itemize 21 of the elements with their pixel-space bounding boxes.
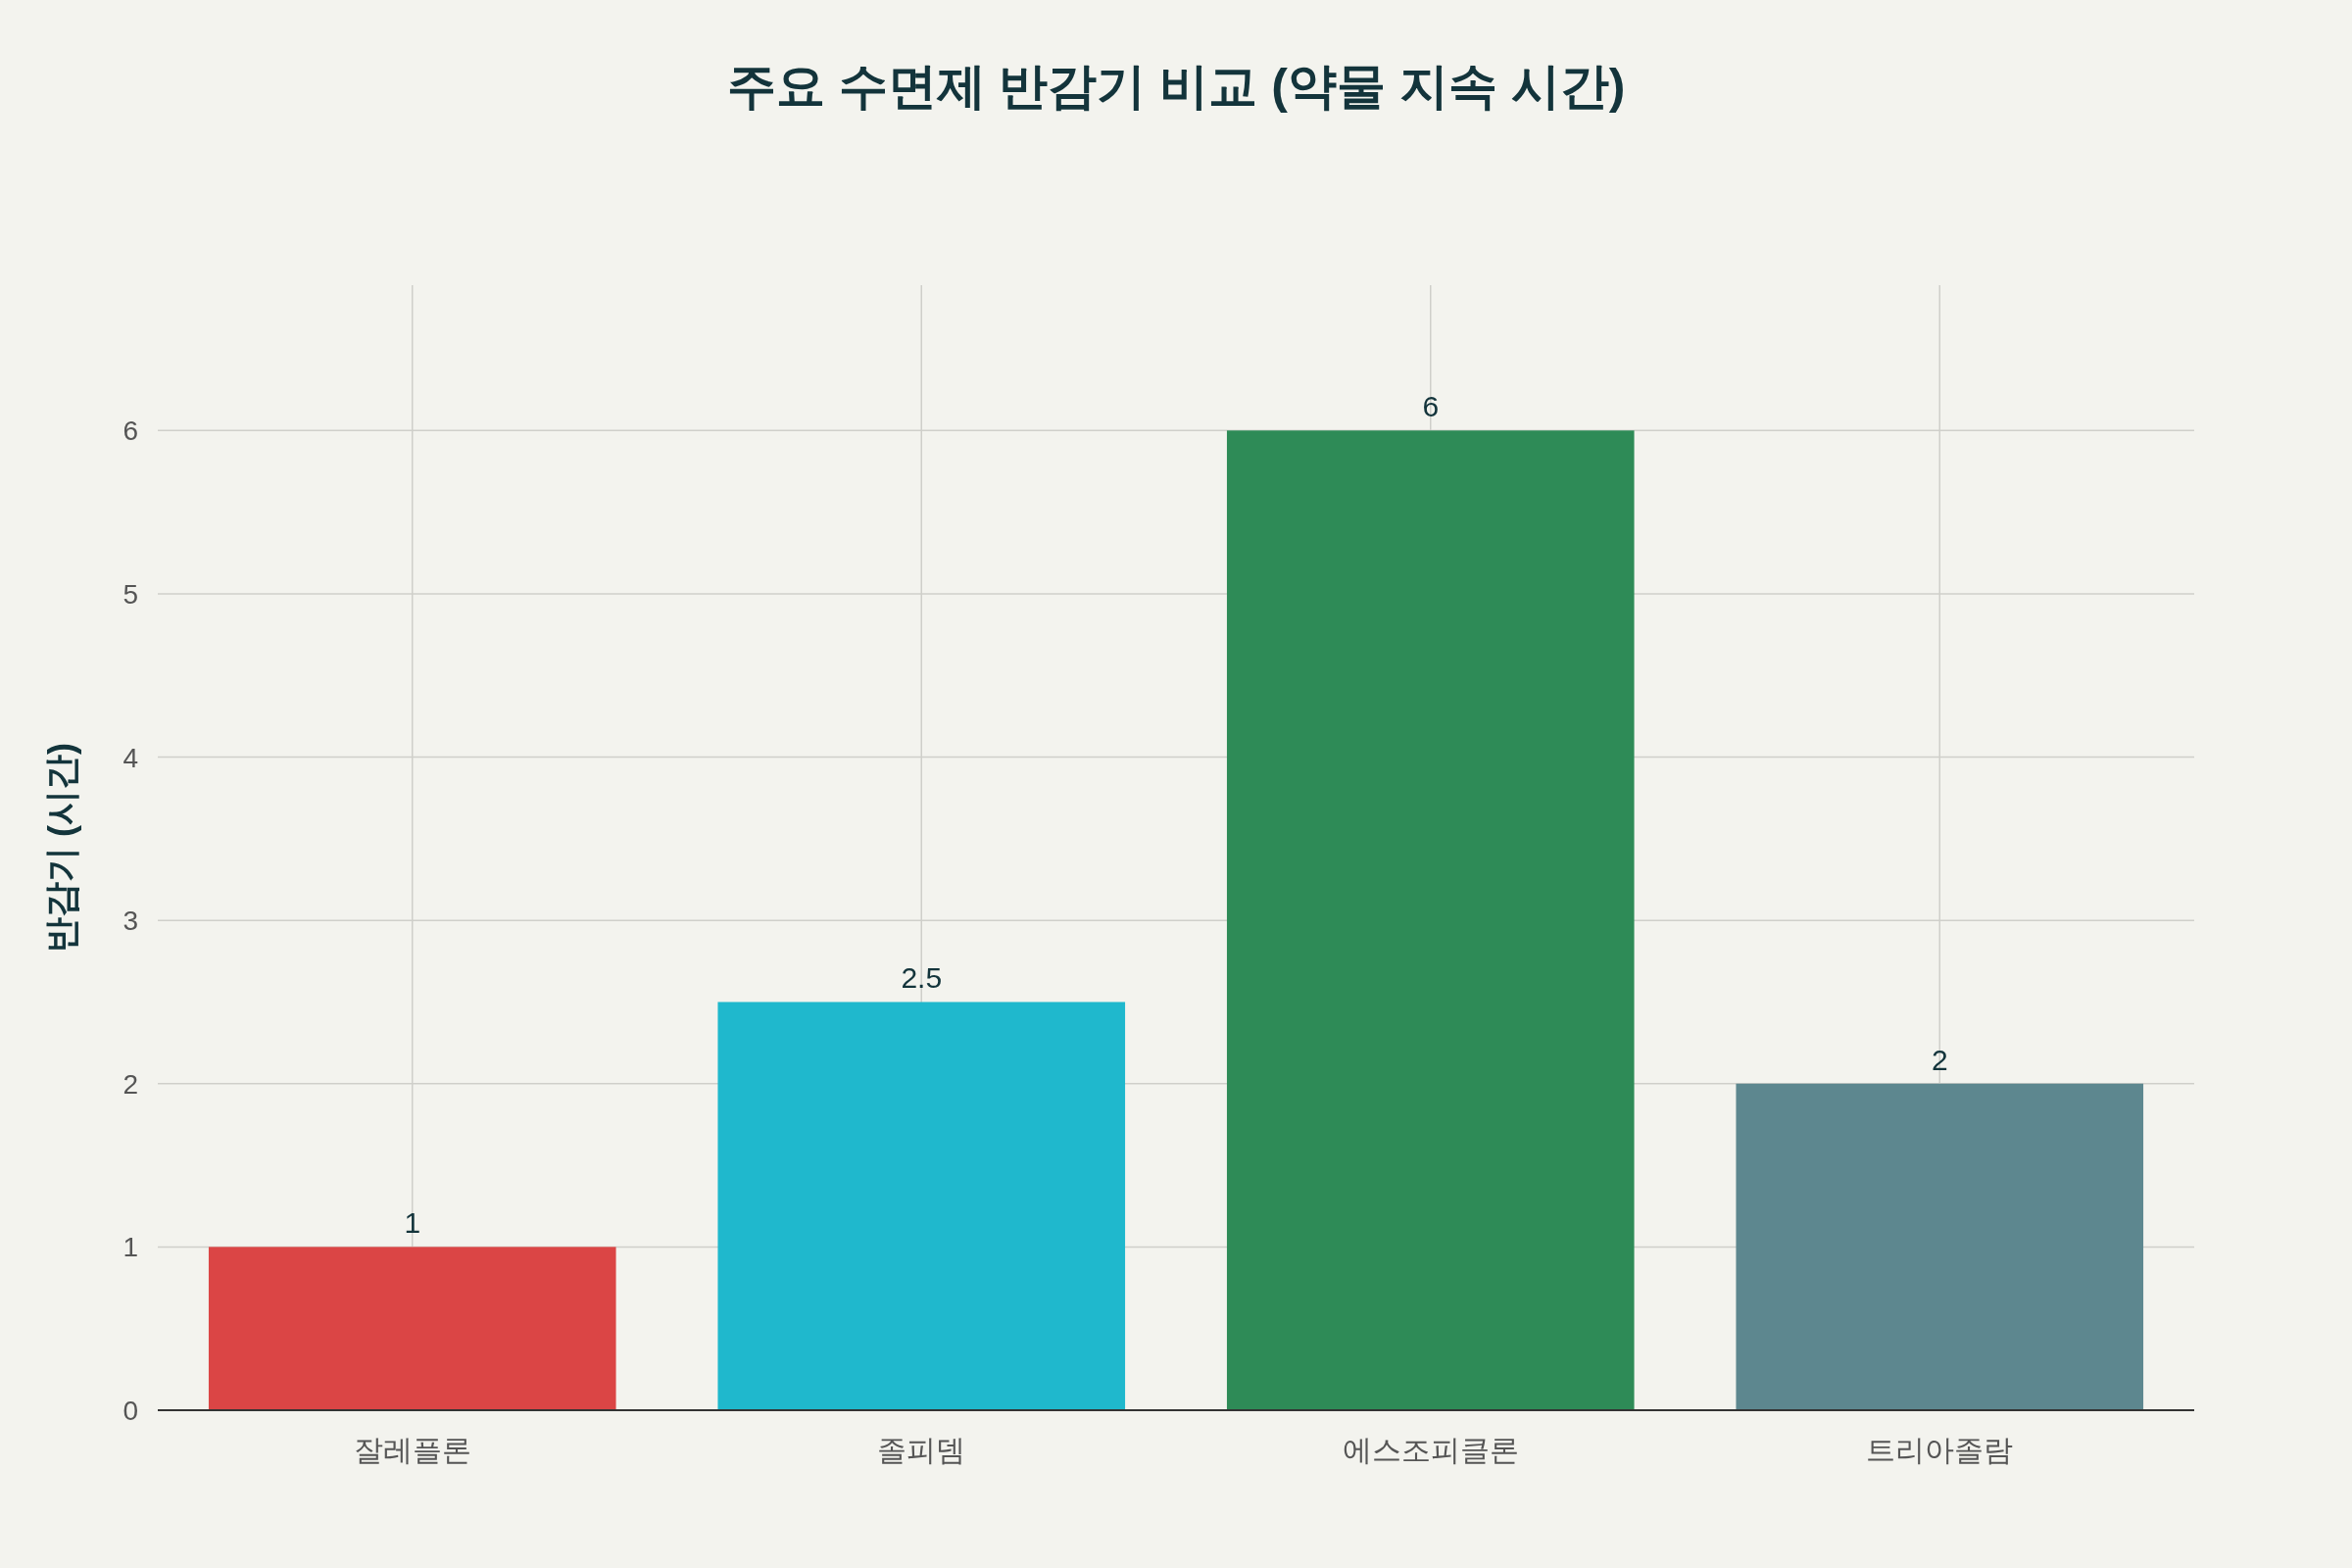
bar [1226, 430, 1635, 1410]
x-tick-label: 에스조피클론 [1342, 1434, 1519, 1466]
y-tick-label: 3 [122, 906, 138, 937]
x-tick-label: 트리아졸람 [1866, 1434, 2014, 1466]
chart-title: 주요 수면제 반감기 비교 (약물 지속 시간) [726, 59, 1626, 114]
y-axis-title: 반감기 (시간) [41, 743, 81, 953]
data-label: 6 [1422, 390, 1440, 423]
y-tick-label: 2 [122, 1068, 138, 1100]
bar [208, 1247, 616, 1410]
y-tick-label: 6 [122, 416, 138, 447]
data-label: 2 [1931, 1043, 1948, 1076]
y-tick-label: 1 [122, 1232, 138, 1263]
data-label: 2.5 [901, 961, 943, 995]
bar [1736, 1083, 2144, 1410]
x-tick-label: 잘레플론 [353, 1434, 471, 1466]
y-tick-label: 5 [122, 578, 138, 610]
y-tick-label: 4 [122, 742, 138, 773]
bar [717, 1002, 1126, 1410]
data-label: 1 [404, 1206, 421, 1240]
y-tick-label: 0 [122, 1396, 138, 1426]
x-tick-label: 졸피뎀 [877, 1434, 966, 1466]
